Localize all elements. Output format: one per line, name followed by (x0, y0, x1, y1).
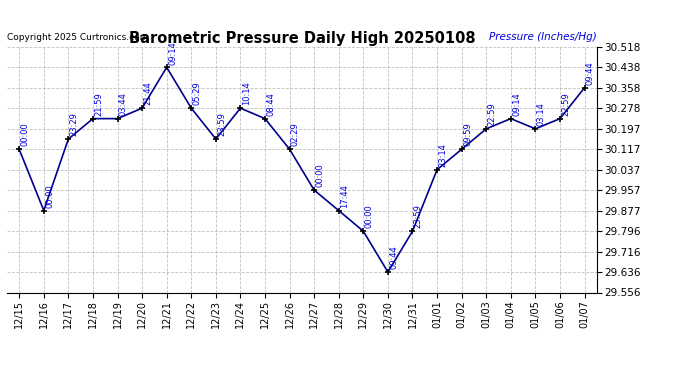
Text: 23:59: 23:59 (217, 112, 226, 136)
Title: Barometric Pressure Daily High 20250108: Barometric Pressure Daily High 20250108 (128, 31, 475, 46)
Text: 00:00: 00:00 (21, 123, 30, 147)
Text: 09:44: 09:44 (586, 61, 595, 85)
Text: Pressure (Inches/Hg): Pressure (Inches/Hg) (489, 32, 597, 42)
Text: 05:29: 05:29 (193, 82, 201, 105)
Text: 22:59: 22:59 (488, 102, 497, 126)
Text: 08:44: 08:44 (266, 92, 275, 116)
Text: 00:00: 00:00 (45, 184, 54, 208)
Text: 17:44: 17:44 (340, 184, 349, 208)
Text: 23:14: 23:14 (438, 143, 447, 167)
Text: 21:59: 21:59 (95, 92, 103, 116)
Text: 23:29: 23:29 (70, 112, 79, 136)
Text: 09:59: 09:59 (463, 123, 472, 147)
Text: 22:59: 22:59 (562, 92, 571, 116)
Text: 03:44: 03:44 (119, 92, 128, 116)
Text: 21:44: 21:44 (144, 82, 152, 105)
Text: 10:14: 10:14 (241, 82, 250, 105)
Text: Copyright 2025 Curtronics.com: Copyright 2025 Curtronics.com (7, 33, 148, 42)
Text: 00:00: 00:00 (315, 164, 324, 188)
Text: 00:00: 00:00 (365, 205, 374, 228)
Text: 02:29: 02:29 (291, 123, 300, 147)
Text: 09:14: 09:14 (512, 92, 521, 116)
Text: 09:14: 09:14 (168, 41, 177, 64)
Text: 23:59: 23:59 (414, 205, 423, 228)
Text: 03:14: 03:14 (537, 102, 546, 126)
Text: 09:44: 09:44 (389, 246, 398, 269)
